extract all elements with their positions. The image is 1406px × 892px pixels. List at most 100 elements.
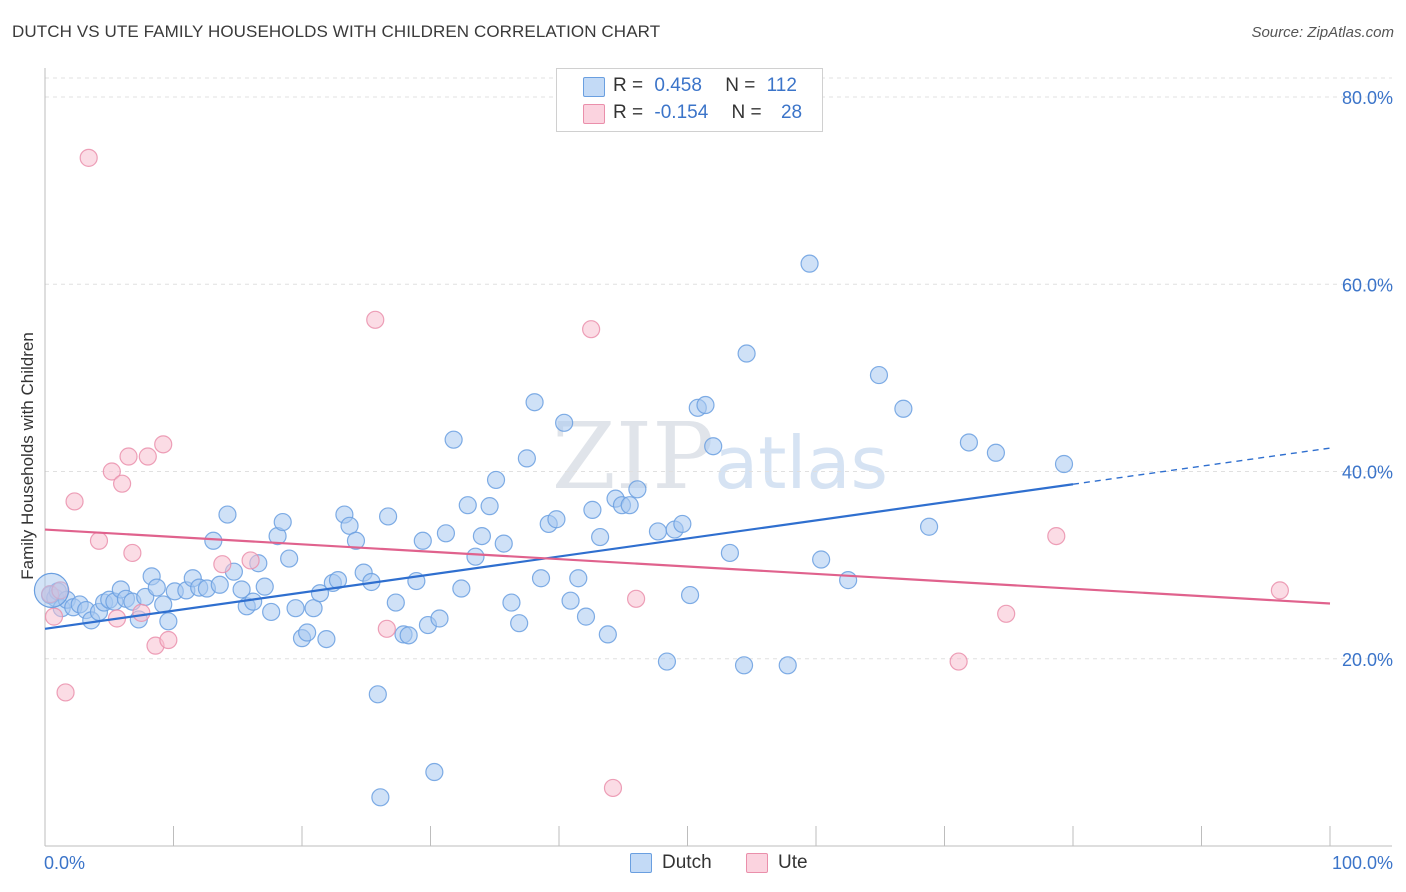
ute-point	[79, 148, 98, 167]
dutch-point	[986, 443, 1006, 462]
ute-point	[366, 310, 385, 329]
legend-r-label: R =	[613, 102, 644, 123]
dutch-point	[444, 430, 463, 449]
dutch-point	[576, 607, 596, 626]
dutch-point	[510, 614, 529, 633]
dutch-point	[628, 480, 647, 499]
dutch-point	[525, 393, 544, 412]
dutch-cluster-point	[33, 572, 70, 609]
source-label: Source: ZipAtlas.com	[1251, 24, 1394, 41]
dutch-point	[255, 577, 274, 596]
dutch-point	[1054, 454, 1074, 474]
dutch-trend-extension	[1072, 447, 1331, 485]
dutch-point	[218, 505, 237, 524]
ute-point	[241, 551, 260, 570]
legend-n-label: N =	[731, 102, 762, 123]
dutch-point	[547, 510, 566, 529]
dutch-point	[304, 599, 323, 618]
ute-point	[154, 435, 173, 454]
ute-point	[112, 474, 132, 493]
dutch-point	[561, 591, 580, 610]
dutch-point	[869, 365, 889, 385]
dutch-point	[737, 344, 756, 363]
dutch-point	[919, 517, 939, 536]
dutch-point	[778, 656, 797, 675]
dutch-point	[466, 547, 485, 566]
ute-point	[89, 531, 109, 550]
legend-dutch-r: 0.458	[654, 75, 702, 96]
ute-point	[56, 683, 75, 702]
dutch-point	[399, 626, 418, 645]
y-tick-label: 20.0%	[1342, 650, 1393, 670]
ute-point	[582, 320, 601, 339]
dutch-point	[531, 569, 551, 588]
dutch-point	[232, 580, 251, 599]
dutch-point	[591, 527, 610, 547]
dutch-swatch	[630, 853, 652, 873]
dutch-point	[204, 531, 223, 550]
ute-trend-line	[44, 528, 1331, 605]
dutch-point	[340, 516, 359, 535]
dutch-point	[959, 433, 979, 452]
series-legend-ute-label: Ute	[778, 852, 808, 873]
dutch-swatch	[583, 77, 605, 97]
ute-point	[1270, 581, 1289, 600]
ute-point	[997, 604, 1016, 623]
ute-point	[1047, 527, 1066, 546]
dutch-point	[210, 575, 229, 594]
ute-point	[603, 778, 623, 798]
chart-title: DUTCH VS UTE FAMILY HOUSEHOLDS WITH CHIL…	[12, 22, 661, 41]
legend-r-label: R =	[613, 75, 644, 96]
ute-point	[377, 619, 396, 638]
dutch-point	[472, 527, 491, 546]
dutch-point	[734, 656, 754, 675]
dutch-point	[502, 593, 521, 612]
dutch-point	[620, 496, 639, 515]
dutch-point	[147, 578, 166, 597]
dutch-point	[680, 585, 700, 605]
dutch-point	[458, 496, 477, 515]
dutch-point	[555, 413, 574, 432]
dutch-point	[569, 569, 588, 588]
watermark: ZIPatlas	[552, 403, 888, 510]
series-legend-dutch-label: Dutch	[662, 852, 712, 873]
dutch-point	[286, 599, 305, 618]
dutch-point	[273, 512, 292, 532]
dutch-point	[583, 500, 602, 519]
dutch-point	[673, 514, 692, 534]
dutch-point	[696, 395, 715, 415]
dutch-point	[894, 399, 913, 418]
ute-point	[159, 630, 178, 650]
dutch-point	[720, 543, 740, 563]
ute-point	[123, 543, 142, 563]
ute-point	[213, 555, 232, 574]
dutch-point	[262, 602, 281, 622]
dutch-point	[386, 593, 405, 612]
legend-dutch-n: 112	[766, 75, 797, 96]
ute-swatch	[583, 104, 605, 124]
dutch-point	[486, 470, 506, 490]
dutch-point	[159, 612, 178, 631]
legend-ute-n: 28	[780, 102, 803, 123]
dutch-point	[413, 531, 432, 550]
correlation-legend: R = 0.458 N = 112 R = -0.154 N = 28	[556, 68, 823, 132]
x-tick-label: 100.0%	[1332, 853, 1393, 873]
dutch-point	[425, 762, 444, 782]
dutch-point	[368, 685, 387, 704]
ute-point	[65, 492, 84, 511]
dutch-point	[298, 623, 317, 642]
ute-point	[44, 607, 64, 626]
ute-point	[626, 589, 646, 608]
dutch-point	[598, 625, 617, 644]
x-tick-label: 0.0%	[44, 853, 85, 873]
ute-point	[119, 447, 138, 466]
ute-point	[949, 652, 968, 671]
dutch-point	[280, 549, 299, 568]
watermark-atlas: atlas	[714, 421, 888, 505]
dutch-point	[494, 534, 513, 553]
y-tick-label: 80.0%	[1342, 88, 1393, 108]
dutch-point	[480, 497, 499, 516]
dutch-point	[371, 788, 390, 807]
ute-point	[138, 447, 157, 466]
